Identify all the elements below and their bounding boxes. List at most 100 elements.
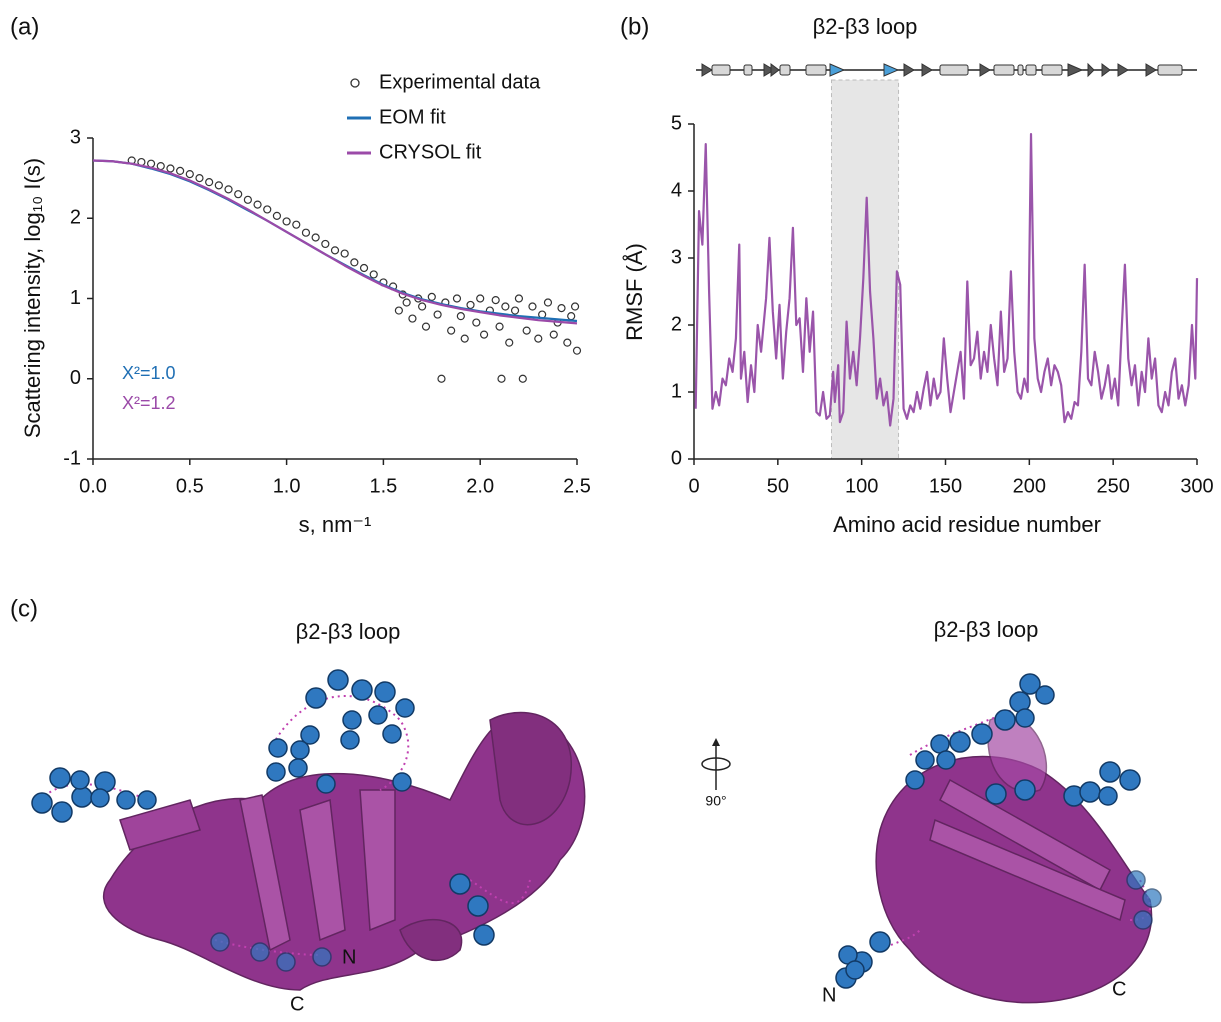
x-tick-label: 100 (845, 475, 878, 497)
y-tick-label: 0 (70, 367, 81, 389)
data-point (543, 298, 553, 307)
terminus-label: C (1112, 978, 1126, 1000)
x-tick-label: 0 (688, 475, 699, 497)
data-line (694, 132, 1199, 427)
data-point (263, 205, 272, 214)
x-tick-label: 150 (929, 475, 962, 497)
structure-left: β2-β3 loop N C (31, 619, 586, 1015)
data-point (505, 338, 514, 347)
data-point (282, 217, 291, 226)
data-point (350, 258, 359, 267)
rotation-icon: 90° (701, 738, 731, 809)
data-point (472, 318, 481, 327)
structure-title: β2-β3 loop (934, 617, 1039, 642)
data-point (466, 300, 475, 310)
data-point (224, 185, 233, 194)
data-point (437, 374, 446, 383)
panel-label: (a) (10, 13, 39, 40)
data-point (518, 374, 527, 383)
terminus-label: N (822, 984, 836, 1006)
topology (696, 62, 1197, 78)
x-tick-label: 50 (767, 475, 789, 497)
data-point (292, 220, 301, 229)
data-point (476, 294, 485, 303)
annotation: X²=1.2 (122, 393, 176, 413)
y-tick-label: 4 (671, 179, 682, 201)
data-point (359, 263, 369, 273)
data-point (528, 302, 537, 311)
highlight-label: β2-β3 loop (813, 14, 918, 39)
legend-marker (350, 78, 360, 88)
data-point (156, 161, 165, 171)
data-point (447, 326, 456, 335)
y-tick-label: 3 (671, 246, 682, 268)
data-point (243, 195, 252, 204)
data-point (402, 298, 411, 307)
x-axis-label: s, nm⁻¹ (299, 512, 372, 537)
y-tick-label: 1 (671, 380, 682, 402)
data-point (272, 211, 282, 220)
x-tick-label: 0.0 (79, 475, 107, 497)
x-tick-label: 250 (1096, 475, 1129, 497)
x-tick-label: 1.5 (369, 475, 397, 497)
y-tick-label: 1 (70, 287, 81, 309)
data-point (460, 334, 469, 343)
terminus-label: C (290, 993, 304, 1015)
data-point (522, 326, 531, 335)
data-line (92, 159, 578, 325)
data-point (557, 304, 566, 313)
x-tick-label: 1.0 (273, 475, 301, 497)
structure-title: β2-β3 loop (296, 619, 401, 644)
data-point (234, 190, 243, 199)
data-point (253, 200, 262, 209)
data-point (340, 249, 349, 258)
data-point (534, 334, 543, 343)
legend-label: Experimental data (379, 71, 541, 93)
data-point (301, 228, 311, 237)
terminus-label: N (342, 946, 356, 968)
structure-right: β2-β3 loop N C (822, 617, 1162, 1006)
rotation-label: 90° (705, 793, 726, 809)
x-tick-label: 0.5 (176, 475, 204, 497)
data-point (452, 294, 462, 303)
data-point (311, 233, 320, 242)
y-tick-label: -1 (63, 447, 81, 469)
data-point (495, 322, 504, 331)
y-axis-label: Scattering intensity, log₁₀ I(s) (20, 158, 45, 438)
y-tick-label: 2 (70, 207, 81, 229)
y-tick-label: 2 (671, 313, 682, 335)
data-point (563, 338, 572, 347)
data-point (433, 310, 442, 319)
x-tick-label: 300 (1180, 475, 1213, 497)
data-point (330, 246, 340, 255)
data-point (321, 239, 330, 249)
x-tick-label: 2.5 (563, 475, 591, 497)
legend-label: EOM fit (379, 106, 446, 128)
data-point (176, 166, 185, 176)
data-point (205, 178, 214, 187)
data-point (214, 181, 223, 190)
annotation: X²=1.0 (122, 363, 176, 383)
data-point (570, 302, 580, 311)
data-point (501, 302, 510, 311)
data-line (92, 159, 578, 323)
data-point (427, 292, 436, 301)
data-point (491, 296, 500, 305)
data-point (195, 174, 204, 183)
data-point (497, 374, 506, 383)
data-point (185, 170, 194, 179)
y-tick-label: 0 (671, 447, 682, 469)
data-point (572, 346, 582, 355)
x-axis-label: Amino acid residue number (833, 512, 1101, 537)
data-point (514, 294, 524, 303)
data-point (418, 302, 427, 311)
y-axis-label: RMSF (Å) (622, 243, 647, 341)
y-tick-label: 3 (70, 126, 81, 148)
data-point (394, 306, 403, 315)
data-point (510, 306, 520, 315)
data-point (549, 330, 558, 339)
legend-label: CRYSOL fit (379, 141, 482, 163)
panel-label: (b) (620, 13, 649, 40)
data-point (166, 164, 175, 173)
